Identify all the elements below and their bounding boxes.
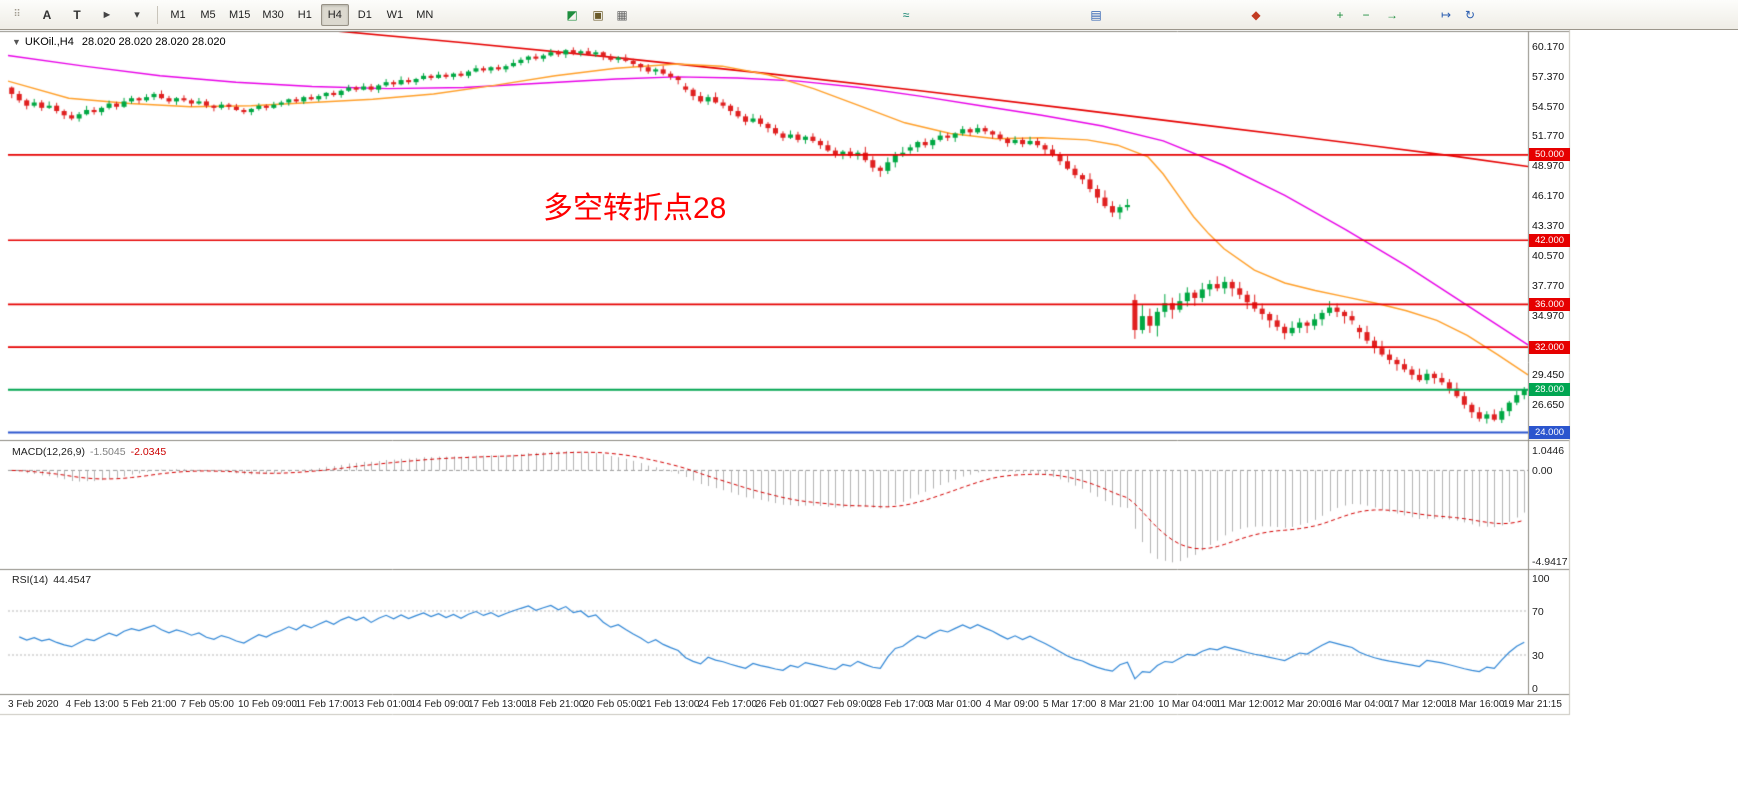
price-tick: 37.770 bbox=[1532, 279, 1565, 292]
zoom-in-icon[interactable]: + bbox=[1336, 8, 1344, 22]
time-label: 18 Feb 21:00 bbox=[525, 699, 585, 710]
macd-scale-max: 1.0446 bbox=[1532, 445, 1565, 457]
time-label: 18 Mar 16:00 bbox=[1445, 699, 1505, 710]
time-label: 7 Feb 05:00 bbox=[180, 699, 234, 710]
tool-dropdown-caret-icon[interactable]: ▾ bbox=[134, 9, 140, 21]
time-label: 17 Mar 12:00 bbox=[1388, 699, 1447, 710]
rsi-scale-100: 100 bbox=[1532, 572, 1550, 585]
macd-label: MACD(12,26,9) -1.5045 -2.0345 bbox=[12, 446, 166, 458]
time-label: 28 Feb 17:00 bbox=[870, 699, 930, 710]
ohlc-readout: 28.020 28.020 28.020 28.020 bbox=[81, 36, 226, 48]
time-label: 4 Mar 09:00 bbox=[985, 699, 1039, 710]
timeframe-h1[interactable]: H1 bbox=[297, 8, 312, 21]
rsi-scale-30: 30 bbox=[1532, 649, 1544, 662]
time-label: 27 Feb 09:00 bbox=[813, 699, 872, 710]
indicators-icon[interactable]: ≈ bbox=[902, 8, 910, 22]
timeframe-mn[interactable]: MN bbox=[416, 8, 434, 21]
time-label: 5 Feb 21:00 bbox=[123, 699, 177, 710]
price-tick: 57.370 bbox=[1532, 70, 1565, 83]
time-label: 11 Feb 17:00 bbox=[295, 699, 354, 710]
timeframe-m15[interactable]: M15 bbox=[229, 8, 251, 21]
timeframe-m5[interactable]: M5 bbox=[200, 8, 216, 21]
price-line-badge[interactable]: 50.000 bbox=[1529, 148, 1570, 162]
price-tick: 34.970 bbox=[1532, 309, 1565, 322]
rsi-scale-0: 0 bbox=[1532, 682, 1538, 695]
time-label: 21 Feb 13:00 bbox=[640, 699, 700, 710]
time-label: 11 Mar 12:00 bbox=[1215, 699, 1274, 710]
macd-name: MACD(12,26,9) bbox=[12, 446, 85, 458]
price-tick: 48.970 bbox=[1532, 160, 1565, 173]
time-label: 10 Feb 09:00 bbox=[238, 699, 297, 710]
macd-scale-min: -4.9417 bbox=[1532, 556, 1568, 569]
macd-value-signal: -2.0345 bbox=[130, 446, 167, 458]
rsi-name: RSI(14) bbox=[12, 574, 49, 586]
timeframe-m30[interactable]: M30 bbox=[262, 8, 284, 21]
price-tick: 26.650 bbox=[1532, 398, 1565, 411]
price-line-badge[interactable]: 36.000 bbox=[1529, 297, 1570, 311]
toolbar-left-group: ⠿ A T ► ▾ bbox=[2, 4, 152, 26]
zoom-out-icon[interactable]: − bbox=[1362, 8, 1370, 22]
macd-scale-zero: 0.00 bbox=[1532, 464, 1553, 477]
rsi-scale-70: 70 bbox=[1532, 605, 1544, 618]
time-label: 26 Feb 01:00 bbox=[755, 699, 815, 710]
symbol-period: UKOil.,H4 bbox=[24, 36, 74, 48]
time-label: 3 Feb 2020 bbox=[8, 699, 59, 710]
chart-annotation-text[interactable]: 多空转折点28 bbox=[543, 192, 727, 225]
cursor-tool-icon[interactable]: ► bbox=[101, 8, 113, 21]
annotations-button[interactable]: A bbox=[42, 7, 52, 22]
time-label: 24 Feb 17:00 bbox=[698, 699, 757, 710]
price-tick: 43.370 bbox=[1532, 220, 1565, 233]
rsi-label: RSI(14) 44.4547 bbox=[12, 574, 91, 586]
time-label: 3 Mar 01:00 bbox=[928, 699, 982, 710]
time-label: 10 Mar 04:00 bbox=[1158, 699, 1217, 710]
time-label: 14 Feb 09:00 bbox=[410, 699, 470, 710]
symbol-dropdown-icon[interactable]: ▼ bbox=[12, 37, 21, 47]
price-tick: 54.570 bbox=[1532, 100, 1565, 113]
templates-icon[interactable]: ▤ bbox=[1090, 8, 1102, 22]
timeframe-d1[interactable]: D1 bbox=[357, 8, 372, 21]
timeframe-m1[interactable]: M1 bbox=[170, 8, 186, 21]
time-label: 17 Feb 13:00 bbox=[468, 699, 527, 710]
time-label: 4 Feb 13:00 bbox=[65, 699, 119, 710]
rsi-value: 44.4547 bbox=[53, 574, 92, 586]
refresh-icon[interactable]: ↻ bbox=[1464, 8, 1476, 22]
auto-scroll-icon[interactable]: → bbox=[1386, 8, 1398, 22]
time-label: 13 Feb 01:00 bbox=[353, 699, 412, 710]
time-label: 5 Mar 17:00 bbox=[1043, 699, 1097, 710]
chart-symbol-label: ▼ UKOil.,H4 28.020 28.020 28.020 28.020 bbox=[12, 36, 226, 48]
time-label: 16 Mar 04:00 bbox=[1330, 699, 1390, 710]
price-line-badge[interactable]: 24.000 bbox=[1529, 426, 1570, 440]
new-order-icon[interactable]: ◩ bbox=[566, 8, 578, 22]
chart-window-icon[interactable]: ▣ bbox=[592, 8, 604, 22]
price-tick: 60.170 bbox=[1532, 40, 1565, 53]
timeframe-group: M1 M5 M15 M30 H1 H4 D1 W1 MN bbox=[163, 3, 440, 26]
timeframe-w1[interactable]: W1 bbox=[386, 8, 404, 21]
chart-shift-icon[interactable]: ↦ bbox=[1440, 8, 1452, 22]
price-line-badge[interactable]: 32.000 bbox=[1529, 340, 1570, 354]
time-label: 8 Mar 21:00 bbox=[1100, 699, 1154, 710]
price-tick: 29.450 bbox=[1532, 368, 1565, 381]
timeframe-h4[interactable]: H4 bbox=[320, 3, 349, 26]
toolbar-separator bbox=[157, 5, 158, 24]
price-tick: 51.770 bbox=[1532, 130, 1565, 143]
price-line-badge[interactable]: 42.000 bbox=[1529, 233, 1570, 247]
price-line-badge[interactable]: 28.000 bbox=[1529, 383, 1570, 397]
price-tick: 40.570 bbox=[1532, 250, 1565, 263]
time-label: 20 Feb 05:00 bbox=[583, 699, 642, 710]
text-tool-button[interactable]: T bbox=[73, 7, 81, 22]
macd-value-main: -1.5045 bbox=[89, 446, 126, 458]
time-label: 12 Mar 20:00 bbox=[1273, 699, 1332, 710]
tile-windows-icon[interactable]: ▦ bbox=[616, 8, 628, 22]
window-grip-icon[interactable]: ⠿ bbox=[13, 9, 21, 20]
alert-icon[interactable]: ◆ bbox=[1251, 8, 1261, 22]
time-label: 19 Mar 21:15 bbox=[1503, 699, 1562, 710]
price-tick: 46.170 bbox=[1532, 190, 1565, 203]
toolbar: ⠿ A T ► ▾ M1 M5 M15 M30 H1 H4 D1 W1 MN ◩ ▣ ▦ ≈ ▤ ◆ + − → ↦ ↻ bbox=[0, 0, 1738, 30]
